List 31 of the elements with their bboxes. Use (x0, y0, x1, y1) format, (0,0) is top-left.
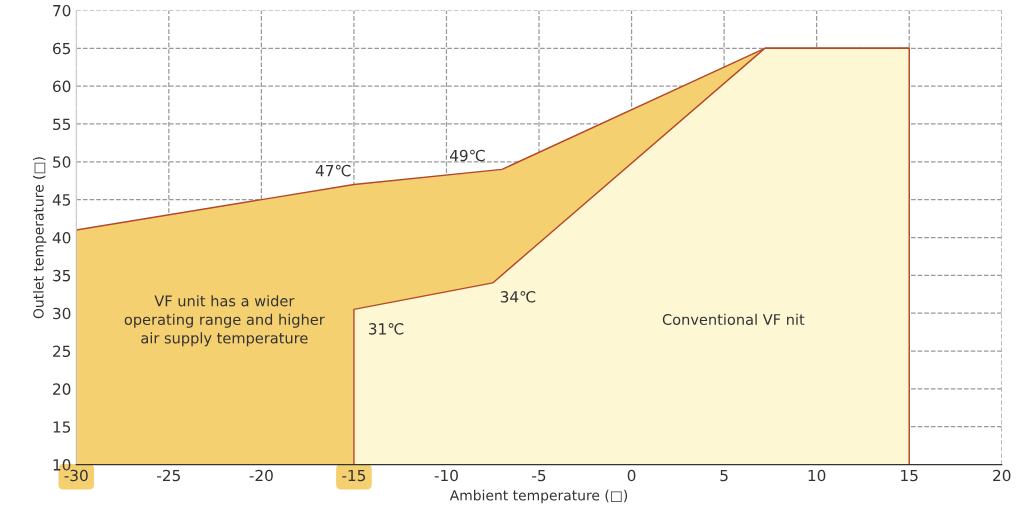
y-tick-label: 45 (52, 194, 71, 206)
annotation: Conventional VF nit (662, 313, 805, 325)
x-tick-label: -30 (64, 469, 88, 482)
annotation: VF unit has a wider operating range and higher air supply temperature (124, 295, 325, 347)
x-tick-label: 0 (627, 469, 636, 482)
x-tick-label: 15 (901, 469, 918, 482)
annotation: 49℃ (449, 149, 485, 162)
y-tick-label: 15 (53, 421, 71, 433)
y-tick-label: 25 (53, 345, 71, 358)
x-tick-label: 5 (720, 469, 728, 482)
annotation: 31℃ (368, 323, 404, 335)
y-axis-title: Outlet temperature (□) (32, 157, 47, 319)
y-tick-label: 65 (53, 42, 71, 55)
x-tick-label: -25 (157, 469, 180, 482)
y-tick-label: 35 (53, 269, 71, 282)
x-axis-title: Ambient temperature (□) (449, 489, 628, 504)
x-tick-label: -15 (342, 469, 366, 482)
annotation: 34℃ (500, 291, 536, 303)
x-tick-label: 10 (808, 469, 826, 482)
y-tick-label: 30 (53, 307, 71, 320)
x-tick-label: -10 (434, 469, 458, 482)
x-tick-label: -20 (249, 469, 273, 482)
y-tick-label: 70 (53, 4, 71, 17)
y-tick-label: 60 (53, 80, 71, 93)
x-tick-label: 20 (993, 469, 1011, 482)
y-tick-label: 50 (53, 156, 71, 168)
y-tick-label: 40 (52, 231, 71, 244)
y-tick-label: 55 (53, 118, 71, 130)
y-tick-label: 20 (53, 383, 71, 395)
x-tick-label: -5 (532, 469, 546, 482)
annotation: 47℃ (315, 164, 351, 177)
